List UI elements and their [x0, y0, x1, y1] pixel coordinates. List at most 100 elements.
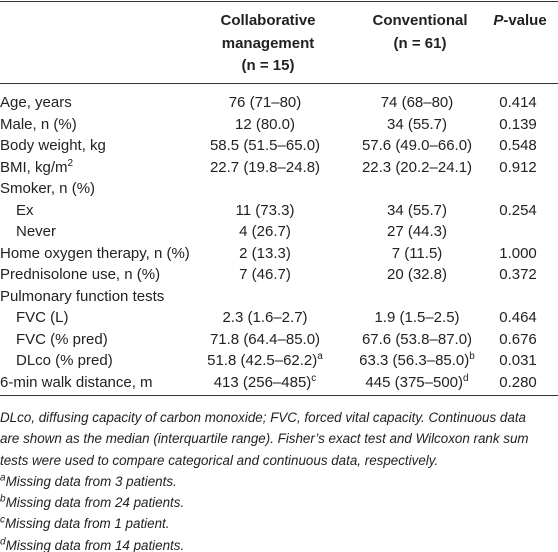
cell-text: 12 (80.0)	[234, 115, 296, 133]
footnote-mark: d	[0, 536, 6, 548]
footnote-mark: c	[0, 515, 5, 527]
cell-text: 7 (46.7)	[239, 266, 291, 283]
row-label: FVC (L)	[16, 309, 69, 327]
footnote-mark: b	[0, 493, 6, 505]
row-label-text: DLco (% pred)	[16, 352, 113, 369]
column-header: (n = 61)	[393, 34, 447, 52]
cell-text: 7 (11.5)	[391, 244, 443, 262]
cell-text: 34 (55.7)	[386, 201, 448, 219]
cell-text: 4 (26.7)	[239, 223, 291, 240]
bottom-rule	[0, 395, 558, 396]
cell-text: 76 (71–80)	[228, 94, 302, 111]
cell: 413 (256–485)c	[214, 372, 317, 392]
p-value: 0.372	[499, 266, 537, 283]
footnote-text: Missing data from 24 patients.	[5, 495, 185, 511]
row-label: Ex	[16, 202, 34, 220]
cell-text: 58.5 (51.5–65.0)	[209, 137, 321, 154]
p-value: 1.000	[499, 244, 537, 262]
row-label-text: Home oxygen therapy, n (%)	[0, 244, 190, 262]
row-label-text: Never	[16, 223, 57, 240]
cell-text: 445 (375–500)	[365, 373, 464, 391]
footnote: cMissing data from 1 patient.	[0, 513, 548, 534]
column-header: Conventional	[372, 12, 468, 29]
footnote-mark: a	[0, 472, 6, 484]
row-label-text: Age, years	[0, 94, 72, 111]
cell: 76 (71–80)	[229, 94, 302, 112]
cell: 27 (44.3)	[387, 223, 447, 241]
row-label: Age, years	[0, 94, 72, 112]
column-header-text: -value	[503, 12, 547, 29]
cell-text: 63.3 (56.3–85.0)	[359, 352, 470, 369]
row-label-text: BMI, kg/m	[0, 158, 68, 176]
top-rule	[0, 1, 558, 2]
row-label: Never	[16, 223, 56, 241]
cell: 4 (26.7)	[239, 223, 291, 241]
cell-text: 71.8 (64.4–85.0)	[209, 330, 321, 348]
row-label: Prednisolone use, n (%)	[0, 266, 160, 284]
row-label-text: Ex	[16, 201, 34, 219]
cell-sup: c	[311, 372, 317, 384]
column-header: Collaborative	[220, 12, 316, 29]
cell-text: 34 (55.7)	[386, 115, 448, 133]
row-label: Male, n (%)	[0, 116, 77, 134]
row-label: Pulmonary function tests	[0, 288, 164, 306]
p-value: 0.548	[499, 137, 537, 154]
cell: 67.6 (53.8–87.0)	[362, 331, 472, 349]
row-label-text: Body weight, kg	[0, 137, 106, 154]
cell: 20 (32.8)	[387, 266, 447, 284]
cell: 63.3 (56.3–85.0)b	[359, 352, 475, 370]
row-label: Body weight, kg	[0, 137, 106, 155]
row-label: Smoker, n (%)	[0, 180, 95, 198]
cell: 57.6 (49.0–66.0)	[362, 137, 472, 155]
cell-text: 27 (44.3)	[386, 223, 448, 240]
cell: 34 (55.7)	[387, 202, 447, 220]
cell-text: 74 (68–80)	[380, 94, 454, 111]
cell: 51.8 (42.5–62.2)a	[207, 352, 323, 370]
cell-text: 1.9 (1.5–2.5)	[374, 309, 460, 326]
cell-text: 22.7 (19.8–24.8)	[209, 158, 321, 176]
p-value: 0.912	[499, 158, 537, 176]
header-rule	[0, 83, 558, 84]
row-label-text: FVC (L)	[16, 309, 69, 326]
row-label-text: Pulmonary function tests	[0, 287, 165, 305]
cell-text: 22.3 (20.2–24.1)	[361, 158, 473, 176]
cell: 22.7 (19.8–24.8)	[210, 159, 320, 177]
footnote-text: Missing data from 14 patients.	[5, 537, 185, 552]
row-label-text: 6-min walk distance, m	[0, 373, 153, 391]
cell-text: 51.8 (42.5–62.2)	[207, 352, 318, 369]
row-label: BMI, kg/m2	[0, 157, 74, 177]
footnote-text: Missing data from 1 patient.	[5, 516, 170, 532]
footnote: bMissing data from 24 patients.	[0, 492, 548, 513]
row-label-text: Prednisolone use, n (%)	[0, 266, 161, 283]
cell: 7 (46.7)	[239, 266, 291, 284]
p-value: 0.464	[499, 309, 537, 326]
row-label-text: Smoker, n (%)	[0, 180, 96, 197]
footnote: dMissing data from 14 patients.	[0, 535, 548, 552]
cell-text: 67.6 (53.8–87.0)	[361, 330, 473, 348]
column-header: (n = 15)	[241, 57, 295, 74]
cell: 1.9 (1.5–2.5)	[374, 309, 459, 327]
p-value: 0.031	[499, 352, 537, 369]
cell-sup: d	[463, 372, 469, 384]
p-value: 0.414	[499, 94, 537, 111]
p-value: 0.254	[499, 201, 537, 219]
note: DLco, diffusing capacity of carbon monox…	[0, 410, 529, 468]
cell: 22.3 (20.2–24.1)	[362, 159, 472, 177]
cell: 11 (73.3)	[236, 202, 295, 220]
cell: 2.3 (1.6–2.7)	[222, 309, 307, 327]
footnote: aMissing data from 3 patients.	[0, 471, 548, 492]
cell: 34 (55.7)	[387, 116, 447, 134]
column-header-italic: P	[493, 12, 504, 29]
row-label-sup: 2	[67, 157, 74, 169]
row-label: 6-min walk distance, m	[0, 374, 153, 392]
cell-text: 20 (32.8)	[386, 266, 448, 283]
row-label: FVC (% pred)	[16, 331, 108, 349]
cell-sup: b	[469, 351, 475, 362]
column-header: P-value	[493, 12, 546, 30]
cell: 12 (80.0)	[235, 116, 295, 134]
cell: 445 (375–500)d	[365, 372, 469, 392]
cell-text: 2 (13.3)	[239, 244, 291, 262]
cell-text: 57.6 (49.0–66.0)	[361, 137, 473, 154]
cell: 58.5 (51.5–65.0)	[210, 137, 320, 155]
